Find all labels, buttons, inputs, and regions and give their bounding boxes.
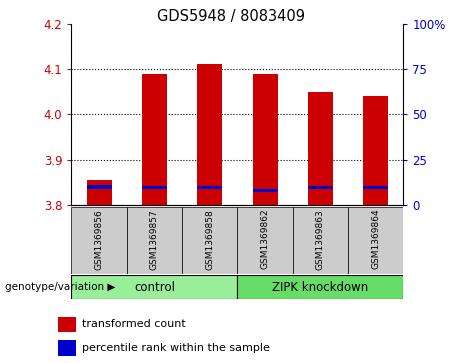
Text: control: control xyxy=(134,281,175,294)
Bar xyxy=(71,207,127,274)
Text: GSM1369863: GSM1369863 xyxy=(316,209,325,269)
Bar xyxy=(237,275,403,299)
Text: transformed count: transformed count xyxy=(82,319,186,330)
Bar xyxy=(127,207,182,274)
Text: genotype/variation ▶: genotype/variation ▶ xyxy=(5,282,115,292)
Bar xyxy=(87,180,112,205)
Bar xyxy=(363,96,388,205)
Text: percentile rank within the sample: percentile rank within the sample xyxy=(82,343,270,353)
Bar xyxy=(142,74,167,205)
Bar xyxy=(253,188,278,192)
Bar xyxy=(182,207,237,274)
Bar xyxy=(142,186,167,189)
Bar xyxy=(58,317,76,332)
Text: ZIPK knockdown: ZIPK knockdown xyxy=(272,281,368,294)
Bar xyxy=(71,275,237,299)
Bar xyxy=(253,74,278,205)
Text: GSM1369858: GSM1369858 xyxy=(205,209,214,269)
Bar xyxy=(237,207,293,274)
Bar xyxy=(293,207,348,274)
Bar xyxy=(197,64,222,205)
Bar xyxy=(197,186,222,189)
Bar xyxy=(348,207,403,274)
Bar xyxy=(308,186,333,189)
Bar xyxy=(58,340,76,356)
Text: GSM1369862: GSM1369862 xyxy=(260,209,270,269)
Bar xyxy=(87,185,112,188)
Text: GDS5948 / 8083409: GDS5948 / 8083409 xyxy=(156,9,305,24)
Text: GSM1369857: GSM1369857 xyxy=(150,209,159,269)
Text: GSM1369864: GSM1369864 xyxy=(371,209,380,269)
Bar xyxy=(308,92,333,205)
Bar xyxy=(363,186,388,189)
Text: GSM1369856: GSM1369856 xyxy=(95,209,104,269)
